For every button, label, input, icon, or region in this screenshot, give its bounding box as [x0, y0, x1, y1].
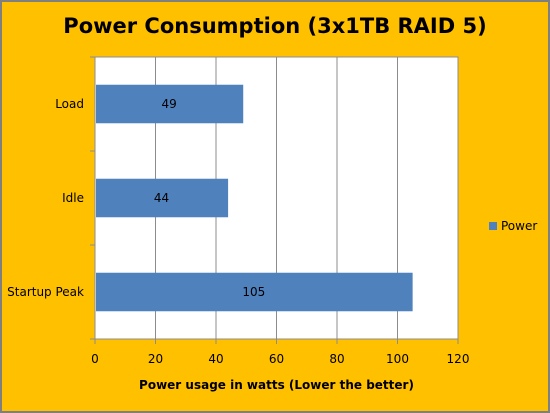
bar-load [96, 84, 244, 124]
legend: Power [489, 219, 537, 233]
y-category-label: Startup Peak [7, 285, 84, 299]
x-tick-label: 60 [269, 352, 284, 366]
data-label: 105 [242, 285, 265, 299]
legend-label-power: Power [501, 219, 538, 233]
x-tick-label: 80 [329, 352, 344, 366]
bar-idle [96, 178, 229, 218]
x-tick-label: 40 [208, 352, 223, 366]
legend-swatch-power [489, 222, 497, 230]
x-tick-label: 120 [447, 352, 470, 366]
y-category-label: Load [55, 97, 84, 111]
chart-title: Power Consumption (3x1TB RAID 5) [63, 14, 487, 38]
x-tick-label: 0 [91, 352, 99, 366]
x-tick-label: 100 [386, 352, 409, 366]
data-label: 49 [161, 97, 176, 111]
x-tick-label: 20 [148, 352, 163, 366]
y-category-label: Idle [62, 191, 84, 205]
x-axis-label: Power usage in watts (Lower the better) [139, 378, 414, 392]
bar-startup-peak [96, 272, 413, 312]
data-label: 44 [154, 191, 169, 205]
